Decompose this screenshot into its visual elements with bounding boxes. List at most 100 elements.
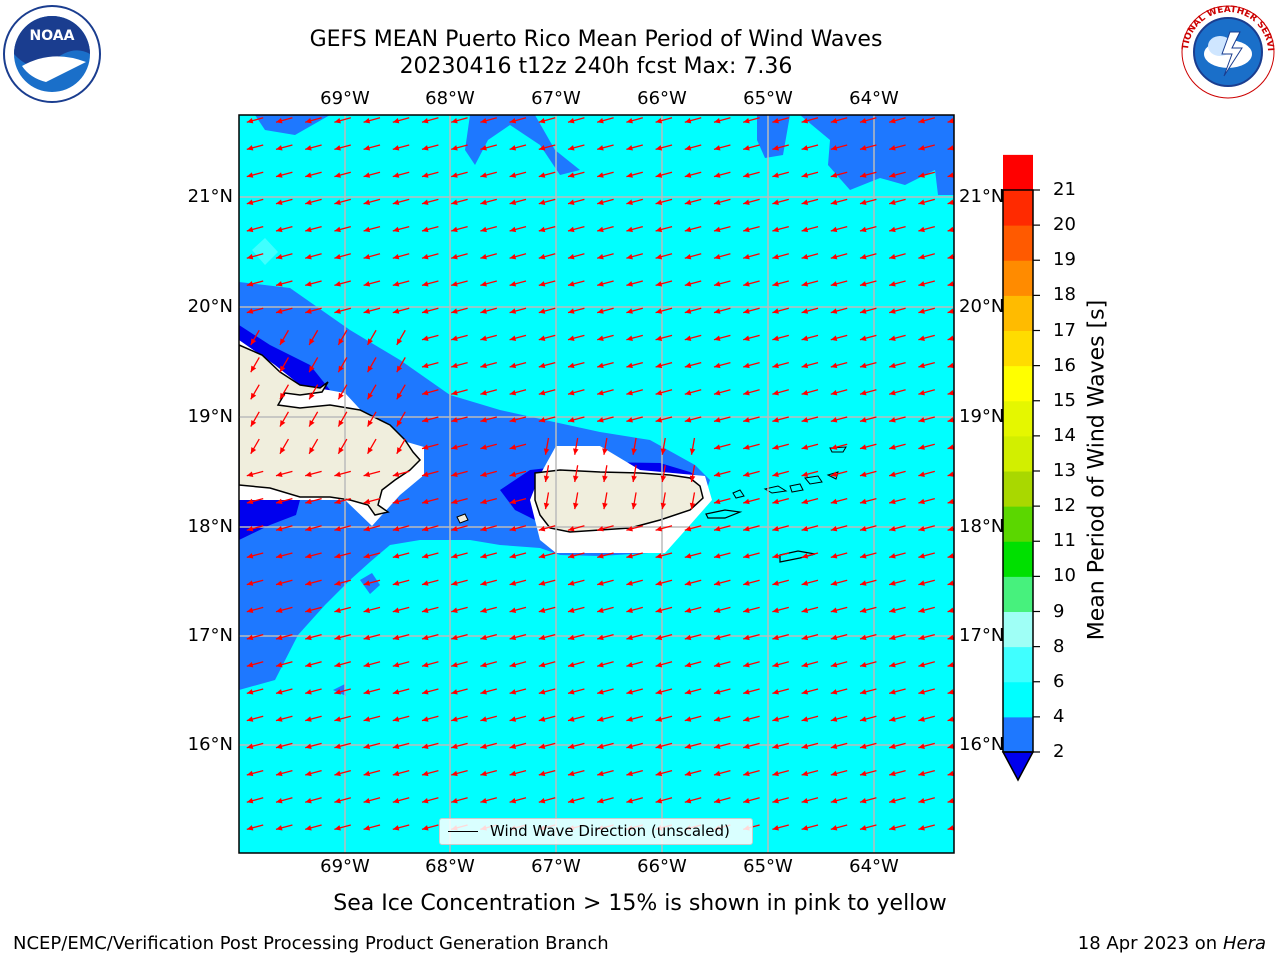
- wave-direction-arrow: [451, 579, 468, 586]
- colorbar-swatch: [1003, 611, 1033, 648]
- wave-direction-arrow: [451, 416, 468, 423]
- wave-direction-arrow: [305, 688, 322, 695]
- wave-direction-arrow: [392, 525, 410, 532]
- wave-direction-arrow: [363, 225, 381, 233]
- colorbar-swatch: [1003, 716, 1033, 753]
- wave-direction-arrow: [772, 225, 789, 233]
- wave-direction-arrow: [947, 226, 954, 233]
- wave-direction-arrow: [597, 198, 614, 205]
- wave-direction-arrow: [801, 253, 819, 260]
- wave-direction-arrow: [602, 492, 608, 510]
- map-frame: [238, 114, 955, 854]
- wave-direction-arrow: [655, 280, 673, 287]
- wave-direction-arrow: [684, 769, 702, 777]
- wave-direction-arrow: [626, 797, 643, 804]
- wave-direction-arrow: [889, 715, 906, 722]
- wave-direction-arrow: [246, 253, 264, 260]
- wave-direction-arrow: [859, 661, 877, 668]
- wave-direction-arrow: [275, 633, 293, 641]
- wave-direction-arrow: [889, 742, 906, 749]
- wave-direction-arrow: [684, 389, 702, 396]
- wave-direction-arrow: [947, 797, 954, 804]
- wave-direction-arrow: [801, 525, 819, 532]
- wave-direction-arrow: [480, 334, 497, 341]
- wave-direction-arrow: [947, 199, 954, 205]
- wave-direction-arrow: [451, 171, 468, 178]
- wave-direction-arrow: [889, 606, 906, 613]
- wave-direction-arrow: [801, 769, 819, 777]
- nws-logo: NATIONAL WEATHER SERVICE: [1178, 2, 1275, 99]
- wave-direction-arrow: [801, 361, 819, 369]
- wave-direction-arrow: [305, 253, 322, 260]
- wave-direction-arrow: [626, 225, 643, 233]
- colorbar-tick-label: 18: [1053, 284, 1076, 306]
- wave-direction-arrow: [305, 525, 322, 532]
- wave-direction-arrow: [308, 438, 319, 455]
- wave-direction-arrow: [451, 334, 468, 341]
- wave-direction-arrow: [743, 633, 760, 641]
- wave-direction-arrow: [480, 715, 497, 722]
- wave-direction-arrow: [246, 171, 264, 178]
- wave-direction-arrow: [334, 117, 351, 124]
- wave-direction-arrow: [655, 769, 673, 777]
- wave-direction-arrow: [597, 742, 614, 749]
- wave-direction-arrow: [801, 225, 819, 233]
- wave-direction-arrow: [334, 144, 351, 151]
- wave-direction-arrow: [713, 769, 731, 777]
- wave-direction-arrow: [509, 525, 527, 532]
- wave-direction-arrow: [421, 334, 439, 341]
- wave-direction-arrow: [801, 198, 819, 205]
- wave-direction-arrow: [889, 443, 906, 450]
- wave-direction-arrow: [509, 280, 527, 287]
- wave-direction-arrow: [713, 280, 731, 287]
- wave-direction-arrow: [889, 389, 906, 396]
- wave-direction-arrow: [918, 633, 935, 641]
- wave-direction-arrow: [684, 525, 702, 532]
- wave-direction-arrow: [889, 416, 906, 423]
- wave-direction-arrow: [538, 552, 556, 559]
- wave-direction-arrow: [626, 552, 643, 559]
- colorbar-tick-label: 4: [1053, 705, 1065, 727]
- wave-direction-arrow: [275, 171, 293, 178]
- wave-direction-arrow: [597, 606, 614, 613]
- wave-direction-arrow: [392, 280, 410, 287]
- wave-direction-arrow: [947, 743, 954, 749]
- wave-direction-arrow: [567, 307, 585, 314]
- wave-direction-arrow: [573, 465, 579, 483]
- colorbar-swatch: [1003, 260, 1033, 296]
- wave-direction-arrow: [830, 443, 848, 450]
- wave-direction-arrow: [772, 198, 789, 205]
- colorbar-tick-label: 13: [1053, 460, 1076, 481]
- wave-direction-arrow: [538, 280, 556, 287]
- wave-direction-arrow: [830, 144, 848, 151]
- wave-direction-arrow: [713, 117, 731, 124]
- wave-direction-arrow: [250, 438, 260, 455]
- wave-direction-arrow: [480, 253, 497, 260]
- wave-direction-arrow: [743, 389, 760, 396]
- wave-direction-arrow: [392, 661, 410, 668]
- wave-direction-arrow: [655, 661, 673, 668]
- wave-direction-arrow: [421, 443, 439, 450]
- lon-label-bottom: 66°W: [637, 856, 687, 877]
- wave-direction-arrow: [859, 715, 877, 722]
- wave-direction-arrow: [392, 688, 410, 695]
- wave-direction-arrow: [246, 117, 264, 124]
- wave-direction-arrow: [684, 715, 702, 722]
- wave-direction-arrow: [713, 307, 731, 314]
- wave-direction-arrow: [480, 606, 497, 613]
- wave-direction-arrow: [363, 470, 381, 477]
- wave-direction-arrow: [451, 117, 468, 124]
- wave-direction-arrow: [308, 357, 319, 373]
- wave-direction-arrow: [246, 742, 264, 749]
- wave-direction-arrow: [602, 437, 608, 455]
- colorbar-swatch: [1003, 225, 1033, 261]
- wave-direction-arrow: [396, 438, 406, 455]
- colorbar-tick-label: 16: [1053, 354, 1076, 376]
- wave-direction-arrow: [743, 443, 760, 450]
- wave-direction-arrow: [830, 198, 848, 205]
- wave-direction-arrow: [859, 525, 877, 532]
- wave-direction-arrow: [859, 769, 877, 777]
- wave-direction-arrow: [801, 416, 819, 423]
- wave-direction-arrow: [684, 225, 702, 233]
- island-vieques: [705, 509, 743, 519]
